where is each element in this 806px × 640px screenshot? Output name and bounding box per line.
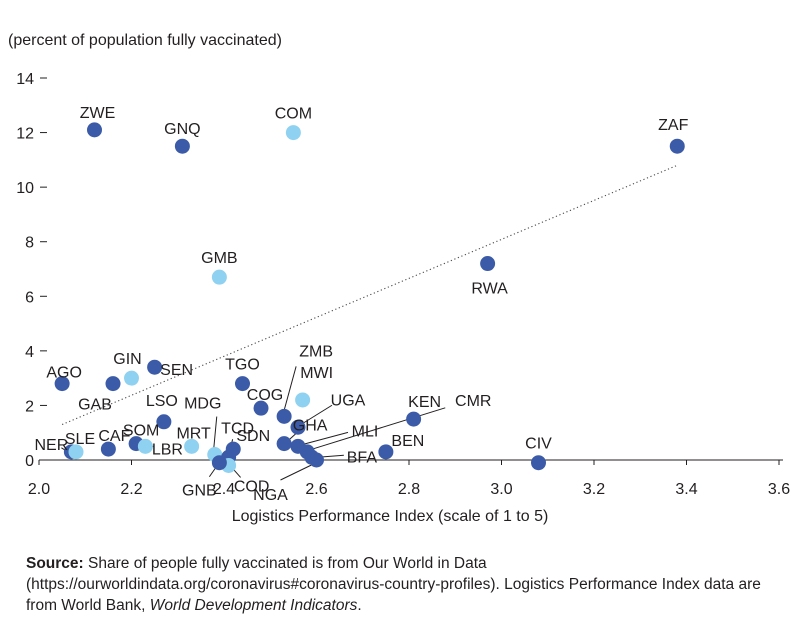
label-gmb: GMB bbox=[201, 250, 237, 267]
label-gin: GIN bbox=[113, 351, 141, 368]
x-tick-label: 3.2 bbox=[583, 481, 605, 498]
point-gnq bbox=[174, 138, 190, 154]
trendline bbox=[61, 164, 678, 426]
source-italic: World Development Indicators bbox=[149, 597, 358, 614]
scatter-chart: 2.0 2.2 2.4 2.6 2.8 3.0 3.2 3.4 3.6 0 2 4 6 8 10 12 14 Z… bbox=[16, 71, 790, 504]
label-gab: GAB bbox=[78, 397, 112, 414]
label-sle: SLE bbox=[65, 431, 95, 448]
point-tgo bbox=[235, 376, 250, 392]
label-civ: CIV bbox=[525, 436, 552, 453]
label-lbr: LBR bbox=[152, 441, 183, 458]
label-mli: MLI bbox=[352, 423, 379, 440]
leader-mdg bbox=[213, 416, 218, 449]
label-gnb: GNB bbox=[182, 483, 217, 500]
label-zwe: ZWE bbox=[80, 105, 116, 122]
x-tick-label: 2.0 bbox=[28, 481, 50, 498]
y-tick-label: 8 bbox=[25, 235, 34, 252]
label-sen: SEN bbox=[160, 362, 193, 379]
y-tick-label: 0 bbox=[25, 453, 34, 470]
leader-uga bbox=[302, 404, 333, 424]
label-ago: AGO bbox=[46, 365, 82, 382]
label-gnq: GNQ bbox=[164, 121, 200, 138]
trendline-dotted bbox=[61, 164, 678, 426]
x-tick-label: 3.0 bbox=[490, 481, 512, 498]
point-ago bbox=[54, 376, 70, 392]
point-mrt bbox=[184, 438, 200, 454]
label-uga: UGA bbox=[331, 392, 366, 409]
leader-lines bbox=[61, 366, 446, 481]
label-cmr: CMR bbox=[455, 393, 491, 410]
y-tick-label: 10 bbox=[16, 180, 34, 197]
label-ner: NER bbox=[34, 437, 68, 454]
label-sdn: SDN bbox=[236, 428, 270, 445]
label-tgo: TGO bbox=[225, 357, 260, 374]
point-zaf bbox=[669, 138, 685, 154]
label-som: SOM bbox=[123, 423, 159, 440]
point-lso bbox=[156, 414, 172, 430]
label-caf: CAF bbox=[98, 428, 130, 445]
point-gmb bbox=[211, 269, 227, 285]
label-mdg: MDG bbox=[184, 396, 221, 413]
x-tick-label: 2.6 bbox=[305, 481, 327, 498]
x-tick-label: 2.4 bbox=[213, 481, 235, 498]
point-ken bbox=[406, 411, 422, 427]
point-civ bbox=[531, 455, 546, 471]
point-sen bbox=[147, 359, 163, 375]
point-labels: ZWE GNQ COM ZAF GMB RWA AGO GAB GIN SEN TGO ZMB COG M… bbox=[34, 105, 688, 504]
y-tick-label: 14 bbox=[16, 71, 34, 88]
x-tick-label: 3.4 bbox=[675, 481, 697, 498]
leader-cmr bbox=[313, 407, 446, 450]
label-nga: NGA bbox=[253, 487, 288, 504]
label-gha: GHA bbox=[293, 418, 328, 435]
label-ken: KEN bbox=[408, 394, 441, 411]
label-zmb: ZMB bbox=[299, 343, 333, 360]
point-rwa bbox=[480, 256, 496, 272]
point-cog bbox=[253, 400, 269, 416]
label-lso: LSO bbox=[146, 393, 178, 410]
point-gha bbox=[276, 436, 292, 452]
leader-nga bbox=[280, 463, 314, 481]
label-cod: COD bbox=[234, 478, 270, 495]
label-mwi: MWI bbox=[300, 365, 333, 382]
label-com: COM bbox=[275, 106, 312, 123]
y-axis-title: (percent of population fully vaccinated) bbox=[8, 32, 282, 49]
point-sdn bbox=[225, 441, 241, 457]
y-tick-label: 6 bbox=[25, 289, 34, 306]
label-rwa: RWA bbox=[471, 281, 508, 298]
x-axis-title: Logistics Performance Index (scale of 1 … bbox=[231, 508, 549, 525]
leader-mli bbox=[302, 431, 349, 445]
point-lbr bbox=[137, 438, 153, 454]
point-gnb bbox=[211, 455, 227, 471]
label-mrt: MRT bbox=[176, 425, 211, 442]
label-ben: BEN bbox=[391, 433, 424, 450]
point-caf bbox=[100, 441, 116, 457]
source-note: Source: Share of people fully vaccinated… bbox=[26, 553, 796, 616]
point-gab bbox=[105, 376, 121, 392]
label-cog: COG bbox=[247, 387, 283, 404]
point-com bbox=[285, 125, 301, 141]
x-tick-label: 2.8 bbox=[398, 481, 420, 498]
label-bfa: BFA bbox=[347, 449, 378, 466]
data-points bbox=[54, 122, 685, 473]
point-gin bbox=[124, 370, 139, 386]
y-tick-label: 4 bbox=[25, 344, 34, 361]
label-zaf: ZAF bbox=[658, 117, 688, 134]
source-end: . bbox=[357, 597, 362, 614]
point-zmb bbox=[276, 408, 292, 424]
source-label: Source: bbox=[26, 555, 84, 572]
source-text: Share of people fully vaccinated is from… bbox=[26, 555, 761, 614]
axes: 2.0 2.2 2.4 2.6 2.8 3.0 3.2 3.4 3.6 0 2 4 6 8 10 12 14 bbox=[16, 71, 790, 498]
point-ben bbox=[378, 444, 394, 460]
x-tick-label: 2.2 bbox=[120, 481, 142, 498]
point-sle bbox=[68, 444, 84, 460]
y-tick-label: 2 bbox=[25, 398, 34, 415]
point-bfa bbox=[304, 449, 320, 465]
point-zwe bbox=[87, 122, 102, 138]
point-uga bbox=[290, 419, 306, 435]
y-tick-label: 12 bbox=[16, 126, 34, 143]
point-mwi bbox=[295, 392, 311, 408]
leader-zmb bbox=[283, 366, 297, 411]
x-tick-label: 3.6 bbox=[768, 481, 790, 498]
label-tcd: TCD bbox=[221, 420, 254, 437]
